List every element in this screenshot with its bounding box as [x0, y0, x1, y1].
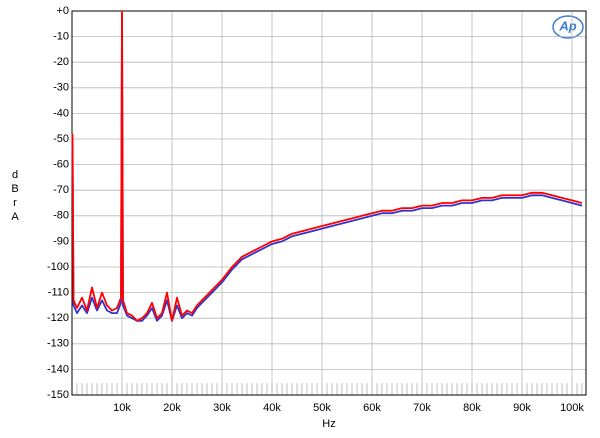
- y-tick-label: -40: [53, 107, 69, 119]
- y-tick-label: -100: [47, 261, 69, 273]
- x-tick-label: 50k: [313, 402, 331, 414]
- x-tick-label: 40k: [263, 402, 281, 414]
- y-tick-label: -130: [47, 338, 69, 350]
- y-tick-label: -110: [48, 287, 69, 299]
- y-tick-label: -20: [53, 56, 69, 68]
- y-tick-label: -10: [53, 31, 69, 43]
- x-tick-label: 70k: [413, 402, 431, 414]
- x-tick-label: 100k: [560, 402, 584, 414]
- series-line: [71, 10, 583, 322]
- logo: Ap: [558, 18, 576, 33]
- y-tick-label: -60: [53, 159, 69, 171]
- y-tick-label: +0: [56, 5, 69, 17]
- x-tick-label: 60k: [363, 402, 381, 414]
- y-tick-label: -120: [47, 312, 69, 324]
- x-tick-label: 30k: [213, 402, 231, 414]
- y-tick-label: -30: [53, 82, 69, 94]
- x-tick-label: 90k: [513, 402, 531, 414]
- y-tick-label: -70: [53, 184, 69, 196]
- x-tick-label: 80k: [463, 402, 481, 414]
- logo-ring: [552, 15, 584, 39]
- y-tick-label: -150: [47, 389, 69, 401]
- y-tick-label: -90: [53, 235, 69, 247]
- x-tick-label: 20k: [163, 402, 181, 414]
- x-tick-label: 10k: [113, 402, 131, 414]
- y-tick-label: -50: [53, 133, 69, 145]
- y-tick-label: -140: [47, 363, 69, 375]
- y-axis-label: dBr A: [11, 169, 20, 223]
- x-axis-label: Hz: [322, 418, 335, 430]
- y-tick-label: -80: [53, 210, 69, 222]
